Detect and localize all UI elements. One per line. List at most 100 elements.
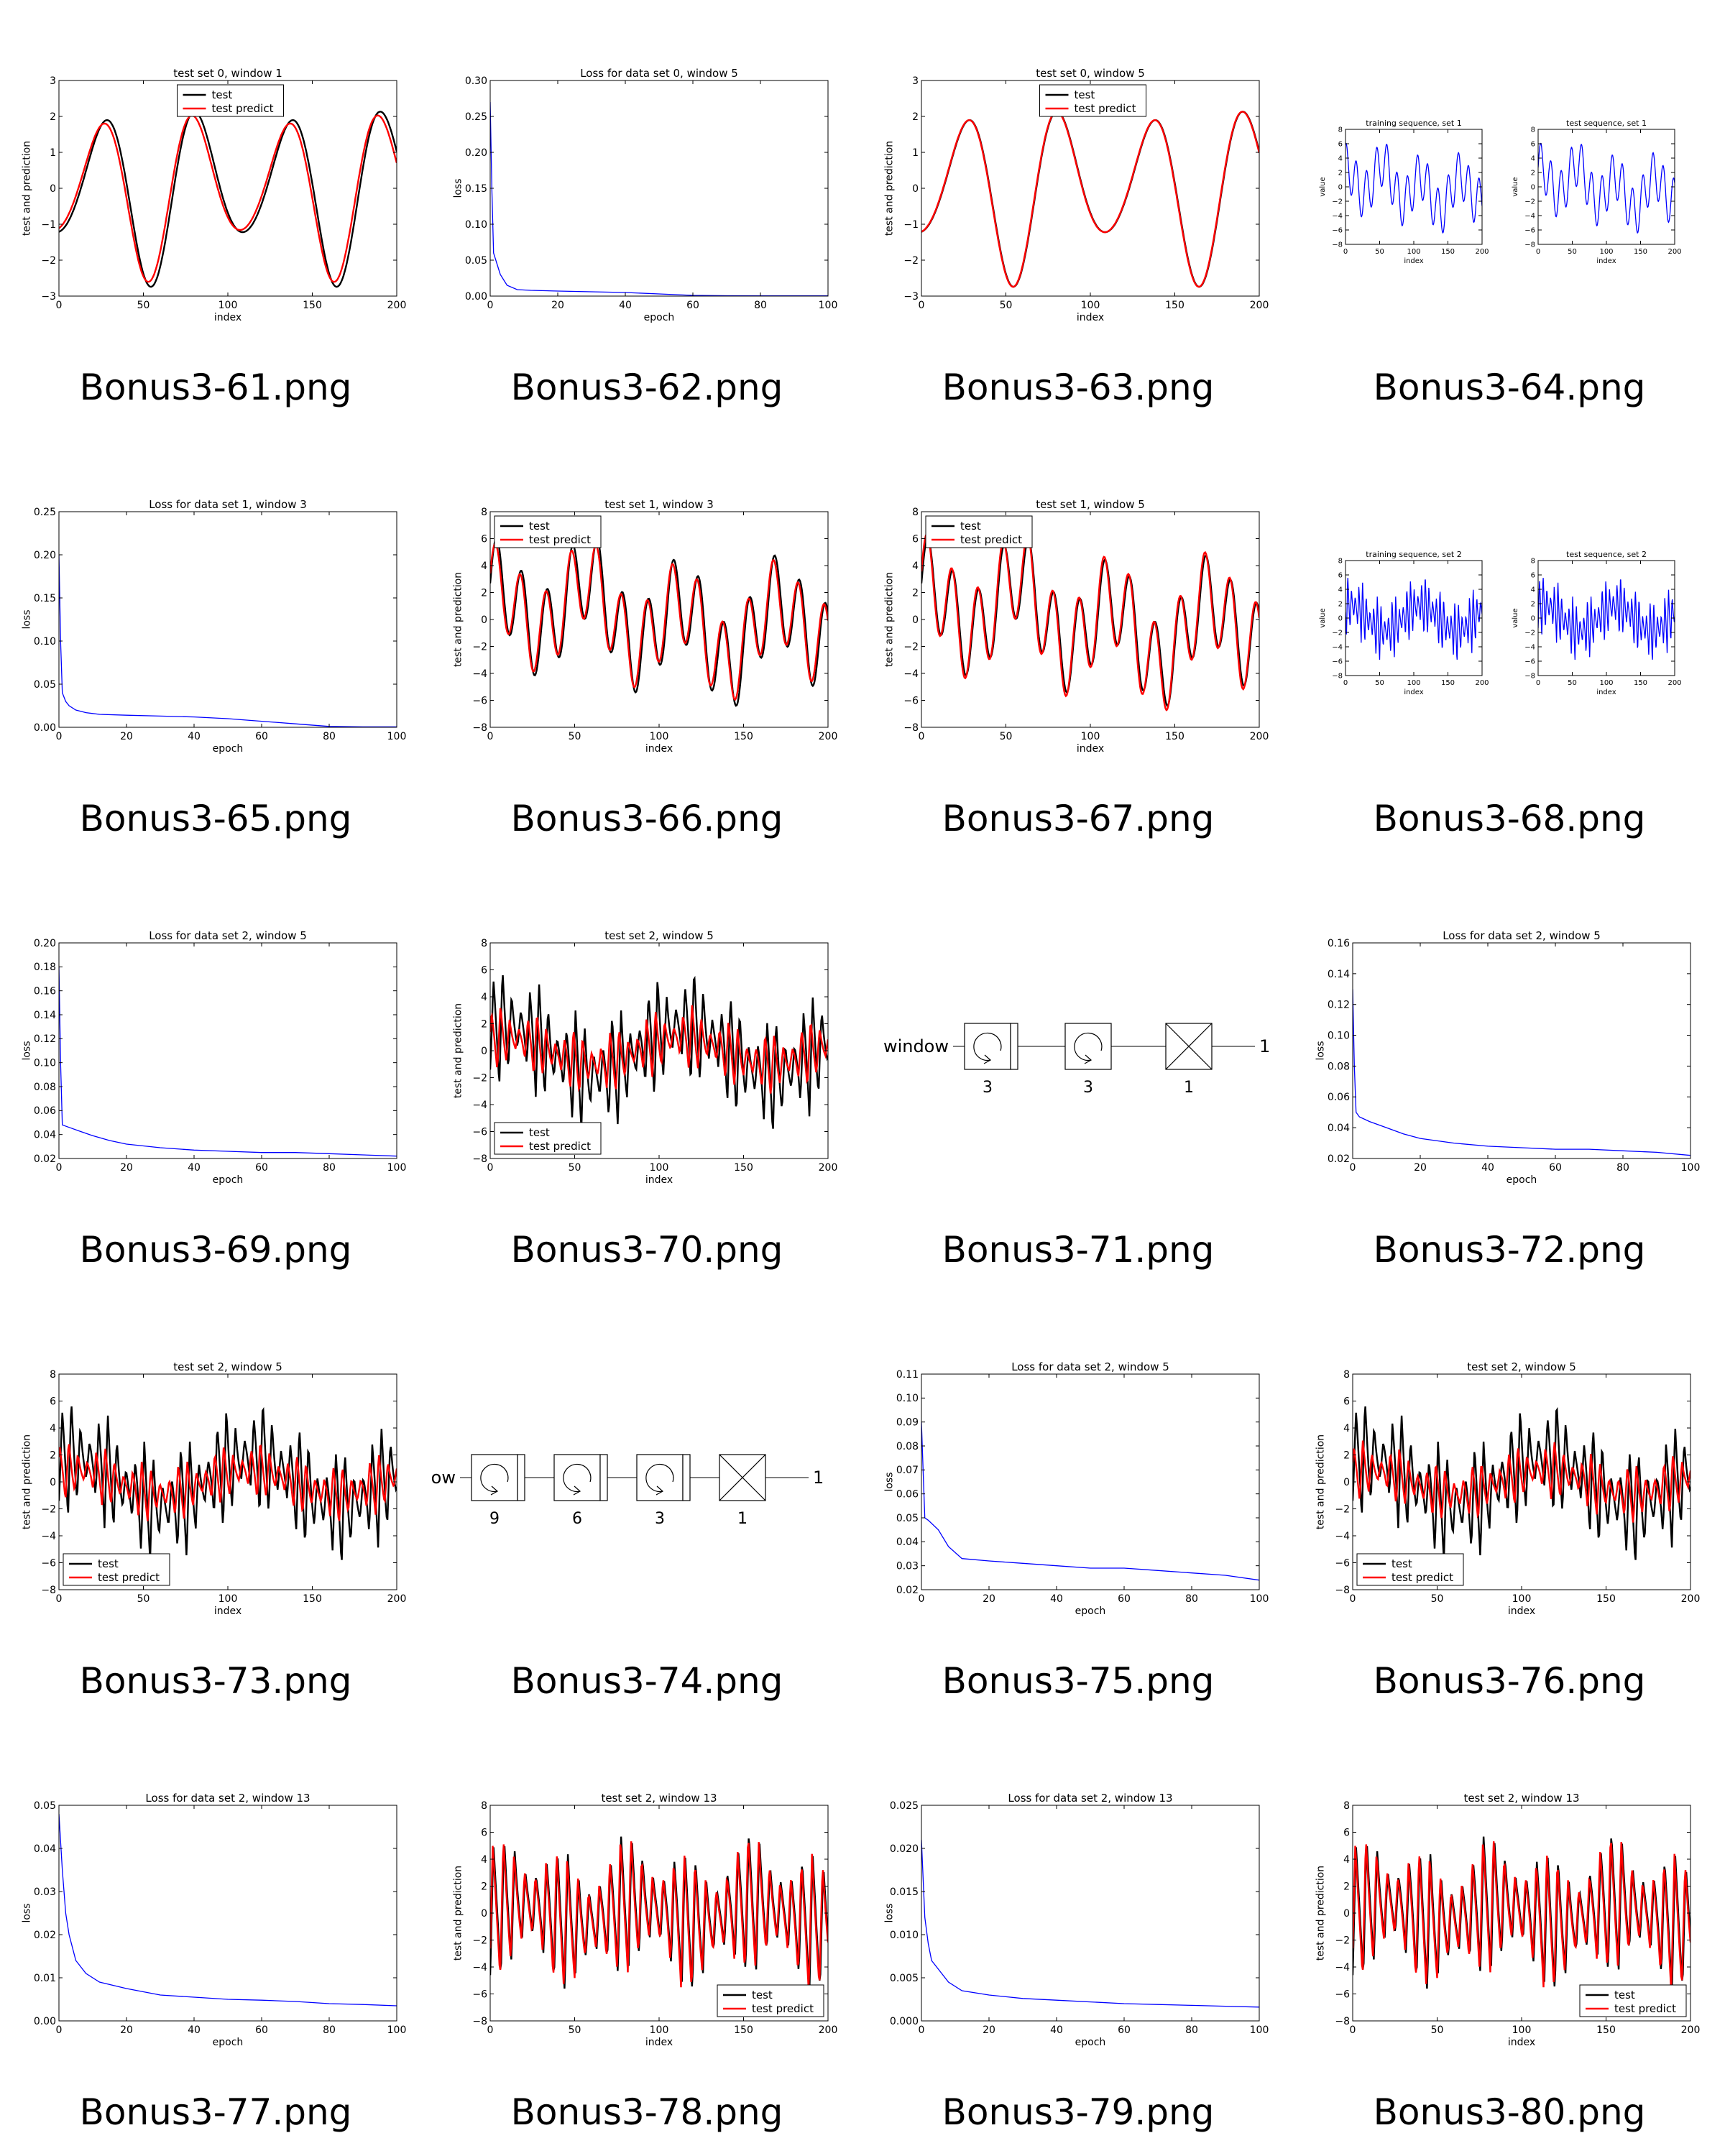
thumbnail-filename[interactable]: Bonus3-74.png (510, 1660, 783, 1702)
thumbnail-filename[interactable]: Bonus3-61.png (79, 367, 352, 408)
chart-80-ytick-label: 4 (1343, 1854, 1350, 1866)
thumbnail-filename[interactable]: Bonus3-67.png (942, 798, 1215, 839)
chart-61-ytick-label: 3 (50, 75, 56, 87)
thumbnail-cell[interactable]: 0 20 40 60 80 100 0.00 0.05 0.10 0.15 0.20 0.25 Loss… (0, 431, 431, 862)
chart-64-left-xtick-label: 200 (1475, 248, 1489, 256)
chart-79-frame (921, 1805, 1260, 2022)
thumbnail-cell[interactable]: 0 20 40 60 80 100 0.02 0.03 0.04 0.05 0.06 0.07 0.08… (862, 1294, 1294, 1725)
thumbnail-cell[interactable]: 0 50 100 150 200 −8 −6 −4 −2 0 2 4 6 8 test set 2, win… (0, 1294, 431, 1725)
thumbnail-cell[interactable]: 0 20 40 60 80 100 0.00 0.05 0.10 0.15 0.20 0.25 0.30… (431, 0, 862, 431)
chart-73-xtick-label: 50 (137, 1593, 150, 1605)
thumbnail-cell[interactable]: 0 50 100 150 200 −8 −6 −4 −2 0 2 4 6 8 training sequen… (1294, 431, 1725, 862)
thumbnail-filename[interactable]: Bonus3-62.png (510, 367, 783, 408)
chart-72-ytick-label: 0.06 (1328, 1092, 1350, 1103)
thumbnail-filename[interactable]: Bonus3-71.png (942, 1229, 1215, 1271)
chart-62: 0 20 40 60 80 100 0.00 0.05 0.10 0.15 0.20 0.25 0.30… (452, 67, 837, 323)
chart-64-left-ylabel: value (1319, 177, 1327, 196)
loop-icon (645, 1463, 674, 1493)
thumbnail-filename[interactable]: Bonus3-78.png (510, 2091, 783, 2133)
chart-66-xtick-label: 150 (734, 731, 753, 742)
chart-72-xtick-label: 60 (1549, 1162, 1562, 1174)
chart-79-ylabel: loss (883, 1903, 895, 1922)
chart-74-unit-recurrent: 9 (471, 1454, 525, 1528)
arrow-icon (656, 1485, 664, 1496)
thumbnail-filename[interactable]: Bonus3-68.png (1373, 798, 1646, 839)
thumbnail-filename[interactable]: Bonus3-76.png (1373, 1660, 1646, 1702)
chart-80: 0 50 100 150 200 −8 −6 −4 −2 0 2 4 6 8 test set 2, win… (1315, 1792, 1700, 2048)
chart-74-unit-label: 9 (489, 1510, 500, 1528)
chart-64-right-ytick-label: −6 (1524, 227, 1535, 235)
chart-68-left-xtick-label: 150 (1441, 679, 1455, 687)
chart-69-xtick-label: 80 (323, 1162, 336, 1174)
chart-77-ytick-label: 0.03 (34, 1886, 56, 1898)
arrow-icon (573, 1485, 581, 1496)
chart-66: 0 50 100 150 200 −8 −6 −4 −2 0 2 4 6 8 test set 1, win… (452, 498, 837, 755)
thumbnail-filename[interactable]: Bonus3-70.png (510, 1229, 783, 1271)
thumbnail-filename[interactable]: Bonus3-80.png (1373, 2091, 1646, 2133)
chart-78-ytick-label: −4 (472, 1962, 487, 1973)
chart-78-xtick-label: 150 (734, 2024, 753, 2036)
chart-78-ytick-label: 8 (481, 1800, 487, 1812)
chart-70-xtick-label: 200 (819, 1162, 838, 1174)
thumbnail-filename[interactable]: Bonus3-69.png (79, 1229, 352, 1271)
thumbnail-filename[interactable]: Bonus3-72.png (1373, 1229, 1646, 1271)
chart-64-left-xlabel: index (1404, 257, 1423, 265)
thumbnail-cell[interactable]: 0 50 100 150 200 −8 −6 −4 −2 0 2 4 6 8 test set 2, win… (1294, 1725, 1725, 2156)
thumbnail-cell[interactable]: 0 20 40 60 80 100 0.02 0.04 0.06 0.08 0.10 0.12 0.14… (1294, 862, 1725, 1294)
thumbnail-filename[interactable]: Bonus3-75.png (942, 1660, 1215, 1702)
chart-64-left-ytick-label: 2 (1338, 170, 1343, 178)
chart-66-title: test set 1, window 3 (604, 498, 714, 511)
chart-76: 0 50 100 150 200 −8 −6 −4 −2 0 2 4 6 8 test set 2, win… (1315, 1360, 1701, 1617)
chart-78-legend-label: test predict (752, 2002, 814, 2015)
thumbnail-cell[interactable]: 0 50 100 150 200 −8 −6 −4 −2 0 2 4 6 8 test set 2, win… (431, 862, 862, 1294)
chart-68-right-ytick-label: −4 (1524, 644, 1535, 652)
chart-62-frame (489, 80, 829, 297)
thumbnail-cell[interactable]: 0 20 40 60 80 100 0.02 0.04 0.06 0.08 0.10 0.12 0.14… (0, 862, 431, 1294)
thumbnail-cell[interactable]: 0 50 100 150 200 −3 −2 −1 0 1 2 3 test set 0, window… (0, 0, 431, 431)
thumbnail-filename[interactable]: Bonus3-63.png (942, 367, 1215, 408)
thumbnail-filename[interactable]: Bonus3-65.png (79, 798, 352, 839)
chart-76-xtick-label: 200 (1681, 1593, 1701, 1605)
chart-69: 0 20 40 60 80 100 0.02 0.04 0.06 0.08 0.10 0.12 0.14… (21, 929, 406, 1186)
thumbnail-cell[interactable]: 0 20 40 60 80 100 0.000 0.005 0.010 0.015 0.020 0.0… (862, 1725, 1294, 2156)
thumbnail-cell[interactable]: 0 50 100 150 200 −8 −6 −4 −2 0 2 4 6 8 training sequen… (1294, 0, 1725, 431)
chart-65-xtick-label: 40 (188, 731, 201, 742)
chart-64-left-ytick-label: 8 (1338, 126, 1343, 134)
chart-72-xtick-label: 0 (1350, 1162, 1356, 1174)
chart-73-legend-box (63, 1553, 170, 1586)
chart-73-ytick-label: 2 (50, 1450, 56, 1461)
thumbnail-cell[interactable]: 0 20 40 60 80 100 0.00 0.01 0.02 0.03 0.04 0.05 Loss… (0, 1725, 431, 2156)
thumbnail-cell[interactable]: window 9 6 3 1 1 Bonus3-74.png (431, 1294, 862, 1725)
chart-70-xtick-label: 150 (734, 1162, 753, 1174)
chart-66-ytick-label: 4 (481, 561, 487, 572)
chart-76-ytick-label: 8 (1343, 1369, 1350, 1381)
thumbnail-cell[interactable]: 0 50 100 150 200 −8 −6 −4 −2 0 2 4 6 8 test set 1, win… (431, 431, 862, 862)
thumbnail-filename[interactable]: Bonus3-73.png (79, 1660, 352, 1702)
thumbnail-filename[interactable]: Bonus3-64.png (1373, 367, 1646, 408)
thumbnail-filename[interactable]: Bonus3-79.png (942, 2091, 1215, 2133)
thumbnail-cell[interactable]: 0 50 100 150 200 −8 −6 −4 −2 0 2 4 6 8 test set 2, win… (1294, 1294, 1725, 1725)
chart-68-left-ytick-label: −8 (1332, 673, 1343, 681)
chart-62-ylabel: loss (452, 178, 464, 198)
chart-68-right-xlabel: index (1596, 688, 1616, 696)
chart-61-legend-box (177, 84, 284, 117)
chart-77-frame (58, 1805, 397, 2022)
chart-76-legend-label: test predict (1392, 1571, 1453, 1584)
chart-63-legend-label: test predict (1075, 102, 1136, 115)
chart-77-ylabel: loss (21, 1903, 32, 1922)
thumbnail-cell[interactable]: 0 50 100 150 200 −3 −2 −1 0 1 2 3 test set 0, window… (862, 0, 1294, 431)
chart-73-xtick-label: 200 (387, 1593, 407, 1605)
thumbnail-filename[interactable]: Bonus3-66.png (510, 798, 783, 839)
chart-74-unit-bar (682, 1454, 691, 1501)
chart-62-ytick-label: 0.30 (465, 75, 487, 87)
chart-73-xtick-label: 0 (56, 1593, 63, 1605)
thumbnail-cell[interactable]: 0 50 100 150 200 −8 −6 −4 −2 0 2 4 6 8 test set 1, win… (862, 431, 1294, 862)
thumbnail-filename[interactable]: Bonus3-77.png (79, 2091, 352, 2133)
chart-75-xtick-label: 80 (1185, 1593, 1198, 1605)
chart-80-series-test-predict (1353, 1841, 1690, 1989)
arrow-icon (1084, 1054, 1092, 1064)
thumbnail-cell[interactable]: window 3 3 1 1 Bonus3-71.png (862, 862, 1294, 1294)
chart-68-left-ytick-label: 4 (1338, 586, 1343, 594)
thumbnail-cell[interactable]: 0 50 100 150 200 −8 −6 −4 −2 0 2 4 6 8 test set 2, win… (431, 1725, 862, 2156)
